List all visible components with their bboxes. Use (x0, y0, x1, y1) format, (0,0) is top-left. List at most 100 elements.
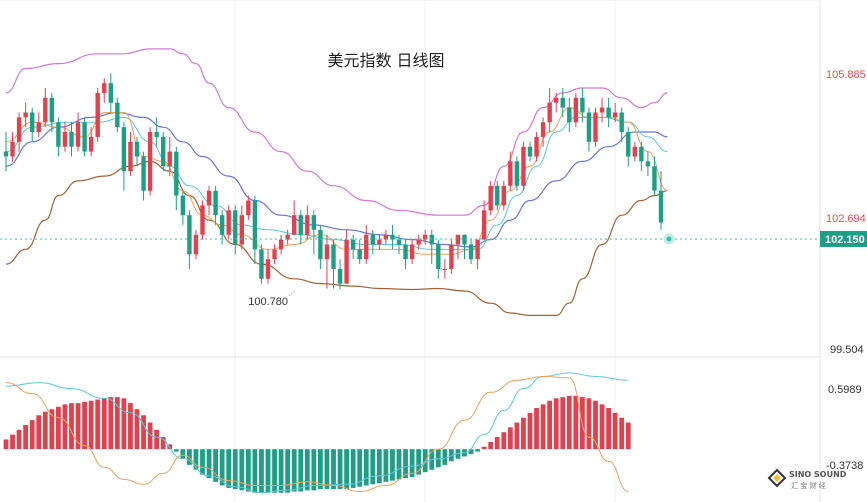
candle (30, 107, 35, 142)
candle (573, 92, 579, 128)
candle-body (488, 185, 493, 211)
histogram-bar (409, 449, 415, 477)
candle (49, 92, 55, 133)
candle-body (337, 268, 343, 284)
histogram-bar (298, 449, 304, 492)
histogram-bar (23, 424, 29, 450)
candle-body (128, 141, 133, 172)
candle-body (161, 136, 166, 167)
candle (187, 210, 192, 269)
candle (652, 156, 657, 196)
histogram-bar (318, 449, 323, 490)
candle (278, 234, 284, 255)
brand-logo: SINO SOUND 汇 宝 财 经 (767, 468, 847, 490)
candle-body (560, 97, 565, 108)
candle-body (514, 161, 520, 186)
y-tick-label: 99.504 (830, 344, 864, 356)
candle (121, 122, 127, 191)
histogram-bar (219, 449, 225, 486)
candle (639, 141, 644, 172)
histogram-bar (193, 449, 199, 470)
candle (416, 234, 421, 250)
candle-body (586, 112, 592, 142)
candle (193, 229, 199, 260)
moving-averages (5, 107, 668, 255)
candle-body (370, 234, 375, 245)
candle (272, 244, 277, 265)
histogram-bar (383, 449, 389, 482)
candle-body (658, 190, 664, 223)
candle (213, 185, 218, 225)
candle (16, 112, 22, 152)
histogram-bar (573, 395, 579, 450)
histogram-bar (593, 400, 598, 450)
svg-text:汇 宝 财 经: 汇 宝 财 经 (791, 481, 826, 490)
histogram-bar (16, 429, 22, 450)
histogram-bar (331, 449, 336, 490)
svg-text:100.780: 100.780 (248, 296, 288, 308)
candle-body (436, 244, 441, 269)
histogram-bar (481, 446, 487, 450)
candle-body (200, 205, 205, 235)
histogram-bar (599, 404, 605, 450)
histogram-bar (232, 449, 238, 490)
candle (619, 107, 624, 142)
histogram-bar (475, 449, 480, 452)
histogram-bar (521, 417, 526, 450)
candle (82, 117, 87, 157)
candle-body (324, 244, 330, 260)
candle (527, 141, 533, 162)
candle (442, 259, 448, 279)
candle-body (527, 146, 533, 157)
candle-body (95, 92, 100, 137)
candle (632, 141, 637, 162)
candle (292, 200, 297, 235)
histogram-bar (507, 427, 513, 450)
candle (115, 97, 120, 133)
candle-body (193, 234, 199, 255)
svg-text:SINO SOUND: SINO SOUND (789, 470, 847, 479)
candle (462, 234, 467, 260)
candle-body (396, 239, 402, 245)
histogram-bar (488, 441, 494, 450)
candle-body (49, 97, 55, 123)
candle (560, 88, 565, 118)
candle-body (580, 97, 585, 113)
histogram-bar (272, 449, 277, 493)
candle (488, 180, 493, 216)
histogram-bar (180, 449, 186, 459)
histogram-bar (612, 412, 618, 450)
candle (62, 122, 68, 152)
candle-body (632, 146, 637, 157)
histogram-bar (311, 449, 317, 491)
candle-body (652, 166, 657, 191)
candle (102, 78, 107, 103)
histogram-bar (49, 409, 55, 450)
indicator-orange-line (5, 375, 629, 493)
histogram-bar (494, 437, 500, 450)
histogram-bar (173, 449, 179, 452)
histogram-bar (337, 449, 343, 490)
candle (233, 205, 238, 255)
candle-body (265, 259, 271, 279)
histogram-bar (10, 434, 15, 450)
candle (259, 244, 264, 284)
candle (658, 171, 664, 230)
histogram-bar (540, 404, 546, 450)
candle (246, 195, 251, 221)
candle (468, 239, 474, 265)
candle (226, 205, 231, 240)
histogram-bar (206, 449, 212, 479)
candle (311, 210, 317, 255)
candle-body (567, 107, 572, 123)
histogram-bar (128, 403, 133, 450)
candle (95, 88, 100, 142)
histogram-bar (586, 398, 592, 450)
candle-body (612, 112, 618, 118)
candle (508, 151, 513, 191)
candle-body (36, 122, 41, 133)
candle-body (259, 249, 264, 279)
candle-body (416, 239, 421, 245)
candle-body (285, 234, 290, 240)
